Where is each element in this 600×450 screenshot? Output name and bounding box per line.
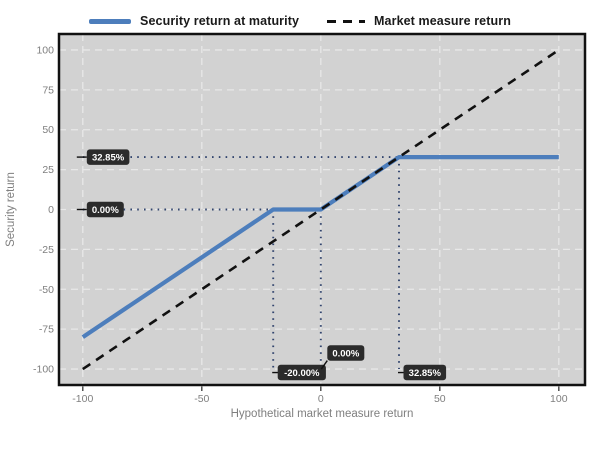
legend-label-security-return: Security return at maturity	[140, 14, 300, 28]
y-value-badge	[86, 201, 124, 218]
x-value-badge	[277, 364, 326, 381]
x-tick-label: -50	[194, 393, 209, 405]
legend-item-security-return[interactable]: Security return at maturity	[89, 14, 299, 28]
y-tick-label: 50	[42, 124, 54, 136]
y-tick-label: -100	[33, 364, 54, 376]
y-tick-label: 0	[48, 204, 54, 216]
series-line-security-return	[81, 154, 559, 339]
y-value-badge-text: 32.85%	[92, 153, 125, 164]
y-tick-label: 75	[42, 84, 54, 96]
x-value-badge-text: -20.00%	[284, 368, 320, 379]
y-tick-label: -50	[39, 284, 54, 296]
x-value-badge	[403, 364, 447, 381]
plot-border	[57, 32, 587, 387]
x-tick-label: 0	[318, 393, 324, 405]
y-axis-title: Security return	[5, 172, 17, 247]
x-tick-label: 100	[550, 393, 568, 405]
x-axis-title: Hypothetical market measure return	[231, 408, 414, 420]
y-tick-label: 100	[36, 44, 54, 56]
y-tick-label: -75	[39, 324, 54, 336]
legend-label-market-return: Market measure return	[374, 14, 511, 28]
x-value-badge	[327, 345, 365, 361]
badge-leader-line	[320, 360, 328, 370]
x-tick-label: 50	[434, 393, 446, 405]
legend: Security return at maturity Market measu…	[0, 10, 600, 32]
legend-item-market-return[interactable]: Market measure return	[327, 14, 511, 28]
y-tick-label: 25	[42, 164, 54, 176]
x-value-badge-text: 32.85%	[409, 368, 442, 379]
x-tick-label: -100	[72, 393, 93, 405]
y-value-badge	[86, 149, 130, 165]
dashed-line-swatch	[327, 19, 366, 23]
y-value-badge-text: 0.00%	[92, 205, 119, 216]
solid-line-swatch	[89, 18, 132, 24]
y-tick-label: -25	[39, 244, 54, 256]
x-value-badge-text: 0.00%	[332, 349, 359, 360]
